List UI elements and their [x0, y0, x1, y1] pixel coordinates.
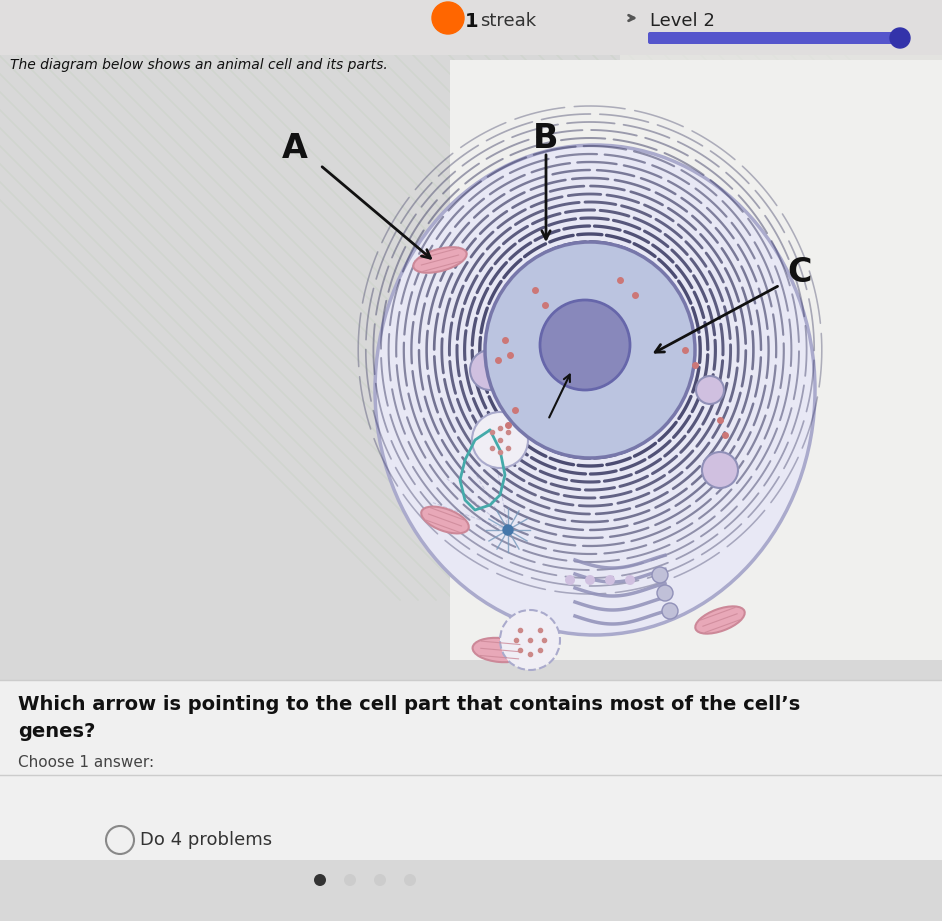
Text: B: B — [533, 122, 559, 155]
Bar — [0, 680, 942, 860]
Circle shape — [344, 874, 356, 886]
Circle shape — [585, 575, 595, 585]
Circle shape — [702, 452, 738, 488]
Text: streak: streak — [480, 12, 536, 30]
Text: 1: 1 — [465, 12, 479, 31]
Circle shape — [652, 567, 668, 583]
Circle shape — [540, 300, 630, 390]
Text: Which arrow is pointing to the cell part that contains most of the cell’s: Which arrow is pointing to the cell part… — [18, 695, 801, 714]
Circle shape — [657, 585, 673, 601]
Text: C: C — [788, 255, 812, 288]
Text: Level 2: Level 2 — [650, 12, 715, 30]
Ellipse shape — [375, 145, 815, 635]
Circle shape — [314, 874, 326, 886]
Circle shape — [890, 28, 910, 48]
Text: A: A — [282, 132, 308, 165]
Text: genes?: genes? — [18, 722, 95, 741]
Circle shape — [565, 575, 575, 585]
Circle shape — [696, 376, 724, 404]
Circle shape — [625, 575, 635, 585]
Bar — [0, 0, 942, 55]
Bar — [450, 60, 942, 660]
FancyBboxPatch shape — [648, 32, 902, 44]
Circle shape — [500, 610, 560, 670]
Circle shape — [605, 575, 615, 585]
Bar — [620, 50, 942, 650]
Text: Do 4 problems: Do 4 problems — [140, 831, 272, 849]
Circle shape — [503, 525, 513, 535]
Circle shape — [472, 412, 528, 468]
Circle shape — [404, 874, 416, 886]
Circle shape — [374, 874, 386, 886]
Text: The diagram below shows an animal cell and its parts.: The diagram below shows an animal cell a… — [10, 58, 388, 72]
Circle shape — [470, 350, 510, 390]
Text: Choose 1 answer:: Choose 1 answer: — [18, 755, 154, 770]
Circle shape — [662, 603, 678, 619]
Ellipse shape — [695, 606, 745, 634]
Circle shape — [432, 2, 464, 34]
Ellipse shape — [414, 247, 466, 273]
Ellipse shape — [421, 507, 469, 533]
Ellipse shape — [473, 638, 528, 662]
Ellipse shape — [485, 242, 695, 458]
